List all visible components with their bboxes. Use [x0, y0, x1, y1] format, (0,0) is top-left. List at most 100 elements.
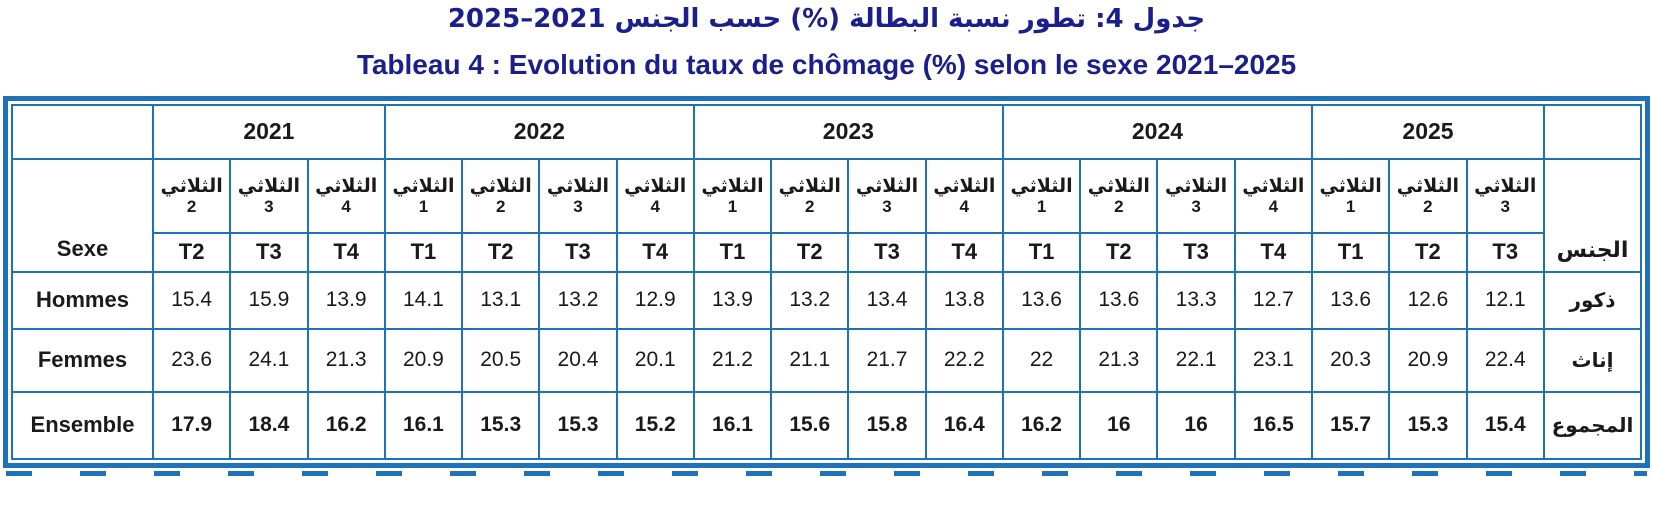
quarter-number: 2 — [805, 196, 815, 216]
t-label-cell: T3 — [538, 231, 618, 273]
quarter-header-cell: الثلاثي 4 — [615, 157, 695, 234]
quarter-number: 2 — [495, 196, 506, 216]
unemployment-rate-table: 2021 2022 2023 2024 2025 Sexe الثلاثي 2 الثلاثي… — [11, 103, 1642, 460]
value-cell: 13.4 — [847, 270, 927, 330]
quarter-word-arabic: الثلاثي — [1319, 175, 1382, 198]
corner-top-left-cell — [11, 103, 154, 160]
value-cell: 23.6 — [151, 327, 232, 393]
t-label-cell: T2 — [461, 231, 541, 273]
quarter-header-cell: الثلاثي 3 — [1465, 157, 1546, 234]
table-title-arabic: جدول 4: تطور نسبة البطالة (%) حسب الجنس … — [447, 4, 1206, 34]
quarter-header-cell: الثلاثي 3 — [229, 157, 309, 234]
value-cell: 16.2 — [1001, 390, 1082, 460]
quarter-word-arabic: الثلاثي — [1474, 175, 1537, 198]
value-cell: 15.4 — [1465, 390, 1546, 460]
value-cell: 13.2 — [770, 270, 850, 330]
value-cell: 15.3 — [1388, 390, 1468, 460]
quarter-number: 4 — [341, 196, 351, 216]
value-cell: 22.2 — [924, 327, 1004, 393]
quarter-header-cell: الثلاثي 2 — [461, 157, 541, 234]
value-cell: 12.1 — [1465, 270, 1546, 330]
quarter-number: 4 — [1268, 196, 1279, 216]
value-cell: 21.7 — [847, 327, 927, 393]
value-cell: 22 — [1001, 327, 1082, 393]
value-cell: 13.2 — [538, 270, 618, 330]
value-cell: 20.9 — [383, 327, 464, 393]
value-cell: 21.3 — [1079, 327, 1159, 393]
value-cell: 16.5 — [1233, 390, 1313, 460]
row-label-arabic: ذكور — [1543, 270, 1642, 330]
value-cell: 16 — [1156, 390, 1236, 460]
value-cell: 20.5 — [461, 327, 541, 393]
quarter-header-cell: الثلاثي 1 — [692, 157, 773, 234]
value-cell: 20.3 — [1310, 327, 1391, 393]
quarter-header-row: Sexe الثلاثي 2 الثلاثي 3 الثلاثي 4 الثلاثي 1 الثل… — [11, 157, 1642, 273]
jins-header-cell: الجنس — [1543, 157, 1642, 273]
quarter-number: 1 — [1345, 196, 1356, 216]
row-label-french: Ensemble — [11, 390, 154, 460]
value-cell: 15.7 — [1310, 390, 1391, 460]
value-cell: 13.8 — [924, 270, 1004, 330]
quarter-number: 4 — [650, 196, 660, 216]
t-label-cell: T1 — [1310, 231, 1391, 273]
quarter-number: 2 — [1423, 196, 1433, 216]
value-cell: 13.3 — [1156, 270, 1236, 330]
quarter-word-arabic: الثلاثي — [315, 175, 378, 198]
t-label-cell: T3 — [229, 231, 309, 273]
value-cell: 16.1 — [383, 390, 464, 460]
quarter-word-arabic: الثلاثي — [237, 175, 300, 198]
t-label-cell: T4 — [615, 231, 695, 273]
quarter-header-cell: الثلاثي 4 — [924, 157, 1004, 234]
quarter-header-cell: الثلاثي 1 — [1310, 157, 1391, 234]
quarter-word-arabic: الثلاثي — [1010, 175, 1073, 198]
corner-top-right-cell — [1543, 103, 1642, 160]
year-header-cell: 2022 — [383, 103, 695, 160]
value-cell: 20.4 — [538, 327, 618, 393]
quarter-header-cell: الثلاثي 1 — [1001, 157, 1082, 234]
quarter-word-arabic: الثلاثي — [855, 175, 919, 198]
quarter-number: 3 — [573, 196, 583, 216]
value-cell: 16.2 — [306, 390, 386, 460]
quarter-word-arabic: الثلاثي — [624, 175, 687, 198]
t-label-cell: T2 — [151, 231, 232, 273]
value-cell: 14.1 — [383, 270, 464, 330]
value-cell: 22.1 — [1156, 327, 1236, 393]
t-label-cell: T4 — [1233, 231, 1313, 273]
t-label-row: T2 T3 T4 T1 T2 T3 T4 T1 T2 T3 T4 T1 T2 T3 T4 T1 T2 T3 — [12, 231, 1641, 273]
value-cell: 12.9 — [615, 270, 695, 330]
value-cell: 21.2 — [692, 327, 773, 393]
value-cell: 16 — [1079, 390, 1159, 460]
t-label-cell: T2 — [1079, 231, 1159, 273]
value-cell: 16.1 — [692, 390, 773, 460]
value-cell: 15.2 — [615, 390, 695, 460]
value-cell: 12.7 — [1233, 270, 1313, 330]
value-cell: 13.1 — [461, 270, 541, 330]
quarter-header-cell: الثلاثي 3 — [1156, 157, 1236, 234]
table-row: Hommes 15.4 15.9 13.9 14.1 13.1 13.2 12.9 13.9 13… — [11, 270, 1642, 330]
value-cell: 17.9 — [151, 390, 232, 460]
t-label-cell: T3 — [1156, 231, 1236, 273]
quarter-number: 1 — [727, 196, 738, 216]
quarter-header-cell: الثلاثي 2 — [770, 157, 850, 234]
row-label-french: Hommes — [11, 270, 154, 330]
value-cell: 13.9 — [692, 270, 773, 330]
quarter-number: 2 — [1114, 196, 1124, 216]
quarter-word-arabic: الثلاثي — [701, 175, 764, 198]
quarter-number: 3 — [882, 196, 892, 216]
quarter-header-cell: الثلاثي 3 — [847, 157, 927, 234]
value-cell: 16.4 — [924, 390, 1004, 460]
row-label-arabic: المجموع — [1543, 390, 1642, 460]
quarter-word-arabic: الثلاثي — [1164, 175, 1228, 198]
value-cell: 21.3 — [306, 327, 386, 393]
value-cell: 22.4 — [1465, 327, 1546, 393]
quarter-word-arabic: الثلاثي — [778, 175, 841, 198]
quarter-number: 3 — [1500, 196, 1510, 216]
quarter-header-cell: الثلاثي 2 — [1079, 157, 1159, 234]
t-label-cell: T2 — [770, 231, 850, 273]
value-cell: 15.3 — [461, 390, 541, 460]
t-label-cell: T2 — [1388, 231, 1468, 273]
t-label-cell: T3 — [1465, 231, 1546, 273]
t-label-cell: T1 — [1001, 231, 1082, 273]
value-cell: 13.6 — [1001, 270, 1082, 330]
quarter-number: 2 — [186, 196, 197, 216]
